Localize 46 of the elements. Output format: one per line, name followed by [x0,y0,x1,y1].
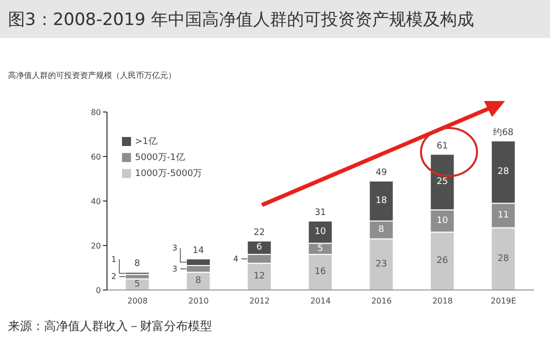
x-tick-label: 2018 [432,296,453,306]
data-label: 4 [233,254,238,264]
y-tick-label: 0 [96,286,101,295]
total-label: 约68 [493,126,514,138]
source-note: 来源：高净值人群收入－财富分布模型 [8,318,212,335]
data-label: 3 [172,264,178,274]
data-label: 16 [314,267,326,278]
data-label: 25 [436,177,448,188]
data-label: 3 [172,244,178,253]
total-label: 22 [254,228,266,238]
data-label: 18 [376,196,388,206]
x-tick-label: 2016 [371,296,392,306]
total-label: 49 [376,168,388,178]
data-label: 10 [314,227,326,238]
data-label: 12 [254,272,266,282]
data-label: 10 [436,216,448,226]
y-tick-label: 40 [90,196,101,206]
data-label: 23 [376,259,388,270]
total-label: 31 [314,208,326,218]
data-label: 5 [317,244,324,254]
x-tick-label: 2012 [249,296,270,306]
data-label: 11 [498,210,510,220]
x-tick-label: 2019E [490,296,516,306]
total-label: 8 [134,259,140,270]
total-label: 61 [436,141,448,152]
data-label: 28 [498,167,510,178]
x-tick-label: 2008 [127,296,148,306]
chart-title: 图3：2008-2019 年中国高净值人群的可投资资产规模及构成 [8,8,474,30]
data-label: 28 [498,254,510,264]
data-label: 1 [111,254,116,264]
data-label: 2 [111,272,116,282]
data-label: 8 [378,224,384,235]
legend-label: >1亿 [135,136,158,148]
y-tick-label: 80 [90,108,101,117]
x-tick-label: 2010 [188,296,209,306]
x-tick-label: 2014 [310,296,331,306]
data-label: 5 [134,279,140,290]
data-label: 6 [256,242,262,253]
y-tick-label: 20 [90,241,101,250]
total-label: 14 [192,246,204,256]
data-label: 26 [436,256,448,266]
data-label: 8 [195,276,202,286]
legend-label: 5000万-1亿 [135,152,185,164]
y-tick-label: 60 [90,152,101,162]
legend-label: 1000万-5000万 [135,168,202,180]
y-axis-title: 高净值人群的可投资资产规模（人民币万亿元） [8,70,176,81]
